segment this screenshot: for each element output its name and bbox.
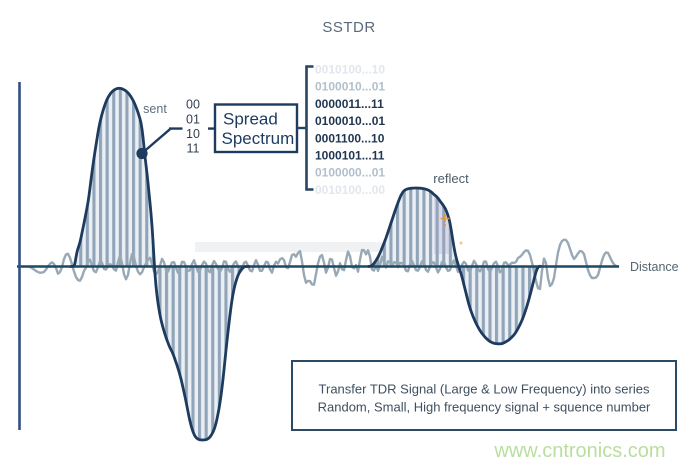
svg-text:Random, Small, High frequency: Random, Small, High frequency signal + s…	[318, 400, 651, 415]
svg-text:00: 00	[186, 98, 200, 112]
svg-text:0100010...01: 0100010...01	[315, 114, 385, 128]
svg-text:0000011...11: 0000011...11	[315, 97, 384, 111]
svg-text:0001100...10: 0001100...10	[315, 131, 385, 145]
svg-text:0100000...01: 0100000...01	[315, 166, 385, 180]
svg-text:Spectrum: Spectrum	[222, 129, 295, 148]
svg-text:10: 10	[186, 127, 200, 141]
svg-text:Spread: Spread	[223, 110, 278, 129]
svg-text:11: 11	[187, 142, 200, 156]
svg-text:reflect: reflect	[433, 171, 469, 186]
svg-text:0010100...10: 0010100...10	[315, 63, 385, 77]
svg-text:SSTDR: SSTDR	[322, 19, 375, 36]
svg-text:Transfer TDR Signal (Large & L: Transfer TDR Signal (Large & Low Frequen…	[319, 382, 650, 397]
svg-text:sent: sent	[143, 102, 167, 116]
svg-text:0100010...01: 0100010...01	[315, 80, 385, 94]
svg-text:Distance: Distance	[630, 260, 679, 274]
svg-text:www.cntronics.com: www.cntronics.com	[493, 440, 665, 462]
svg-text:1000101...11: 1000101...11	[315, 149, 385, 163]
svg-text:0010100...00: 0010100...00	[315, 183, 385, 197]
svg-text:01: 01	[186, 113, 200, 127]
